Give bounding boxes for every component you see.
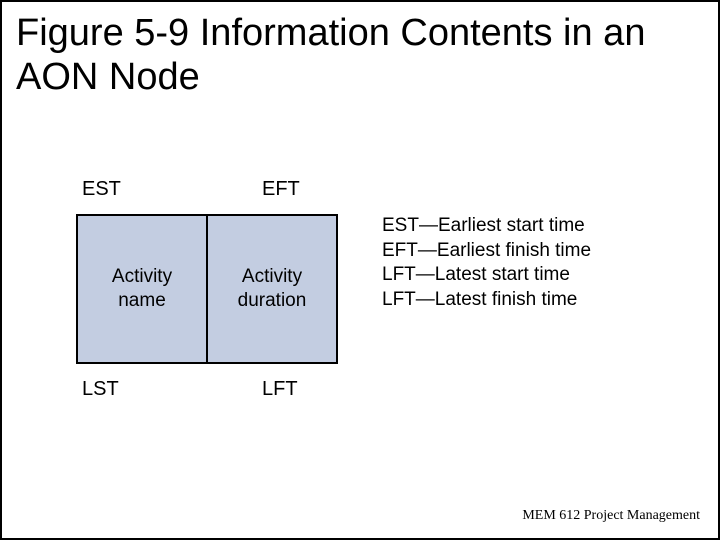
legend-abbr: LFT: [382, 289, 416, 310]
legend-abbr: EST: [382, 215, 419, 236]
corner-label-eft: EFT: [262, 178, 300, 201]
slide-title: Figure 5-9 Information Contents in an AO…: [16, 12, 704, 99]
aon-diagram: EST EFT LST LFT Activity name Activity d…: [62, 178, 662, 438]
legend-abbr: LFT: [382, 264, 416, 285]
slide-frame: Figure 5-9 Information Contents in an AO…: [0, 0, 720, 540]
legend-row: EFT—Earliest finish time: [382, 239, 591, 264]
node-activity-duration: Activity duration: [207, 214, 338, 364]
corner-label-est: EST: [82, 178, 121, 201]
legend-row: LFT—Latest finish time: [382, 288, 591, 313]
legend-desc: Earliest start time: [438, 215, 585, 236]
legend-row: LFT—Latest start time: [382, 263, 591, 288]
aon-node-box: Activity name Activity duration: [76, 214, 338, 364]
node-activity-name: Activity name: [76, 214, 207, 364]
legend-desc: Earliest finish time: [437, 240, 591, 261]
legend-desc: Latest finish time: [435, 289, 578, 310]
legend-abbr: EFT: [382, 240, 418, 261]
corner-label-lft: LFT: [262, 378, 298, 401]
slide-footer: MEM 612 Project Management: [522, 508, 700, 524]
legend: EST—Earliest start time EFT—Earliest fin…: [382, 214, 591, 313]
legend-desc: Latest start time: [435, 264, 570, 285]
legend-row: EST—Earliest start time: [382, 214, 591, 239]
corner-label-lst: LST: [82, 378, 119, 401]
